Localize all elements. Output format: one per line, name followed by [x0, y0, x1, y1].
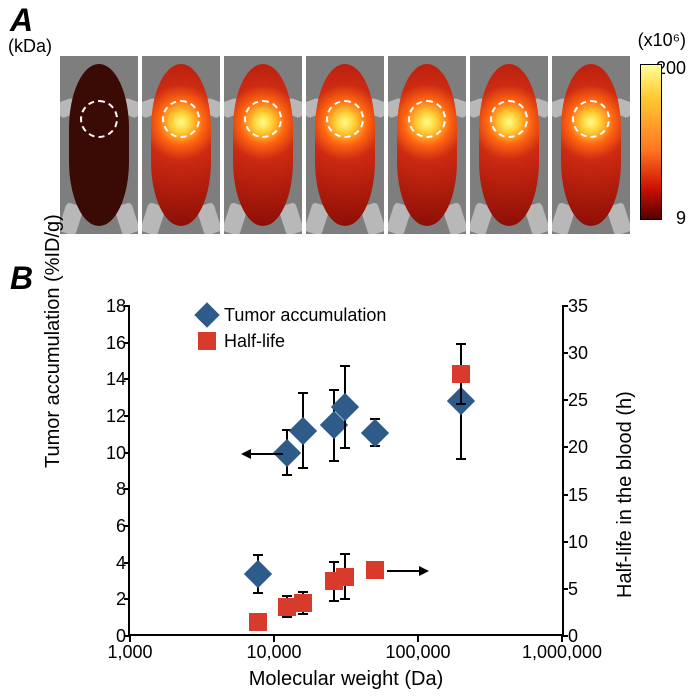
y-right-tick-label: 5	[568, 579, 604, 600]
y-left-tick-label: 10	[90, 443, 126, 464]
tick-mark	[562, 446, 568, 448]
mouse-tile: 12.4	[142, 56, 220, 234]
y-left-tick-label: 18	[90, 296, 126, 317]
mouse-tile: 26	[306, 56, 384, 234]
y-left-tick-label: 4	[90, 553, 126, 574]
tick-mark	[129, 636, 131, 642]
tick-mark	[562, 588, 568, 590]
x-tick-label: 100,000	[385, 642, 450, 663]
legend-half-label: Half-life	[224, 331, 285, 352]
colorbar-unit: (x10⁶)	[638, 30, 686, 51]
mouse-tile: 50	[470, 56, 548, 234]
mouse-body	[233, 64, 293, 226]
halflife-point	[452, 365, 470, 383]
tumor-roi-circle	[80, 100, 118, 138]
x-axis-label: Molecular weight (Da)	[130, 668, 562, 691]
x-tick-label: 1,000	[107, 642, 152, 663]
tumor-roi-circle	[326, 100, 364, 138]
panel-a: (kDa) 7.712.415.8263150200 (x10⁶) 200 9	[8, 14, 692, 254]
halflife-point	[366, 561, 384, 579]
tick-mark	[124, 342, 130, 344]
tumor-roi-circle	[244, 100, 282, 138]
y-left-axis-label: Tumor accumulation (%ID/g)	[42, 214, 65, 468]
y-left-tick-label: 2	[90, 589, 126, 610]
chart: Tumor accumulation Half-life Tumor accum…	[48, 298, 648, 694]
mouse-tile: 15.8	[224, 56, 302, 234]
colorbar: (x10⁶) 200 9	[636, 30, 686, 248]
axis-indicator-arrow-left	[243, 453, 283, 455]
tick-mark	[124, 525, 130, 527]
tick-mark	[562, 305, 568, 307]
tick-mark	[417, 636, 419, 642]
tumor-roi-circle	[572, 100, 610, 138]
plot-area	[130, 306, 562, 636]
panel-b-label: B	[10, 260, 33, 297]
colorbar-bottom-label: 9	[676, 208, 686, 229]
mouse-body	[479, 64, 539, 226]
diamond-icon	[194, 302, 219, 327]
tick-mark	[124, 378, 130, 380]
mouse-row: 7.712.415.8263150200	[60, 56, 630, 234]
halflife-point	[294, 594, 312, 612]
y-right-tick-label: 10	[568, 532, 604, 553]
y-right-tick-label: 15	[568, 485, 604, 506]
y-left-tick-label: 12	[90, 406, 126, 427]
mouse-body	[397, 64, 457, 226]
tick-mark	[124, 452, 130, 454]
legend-half: Half-life	[198, 328, 386, 354]
mouse-body	[151, 64, 211, 226]
y-right-tick-label: 25	[568, 390, 604, 411]
y-left-tick-label: 16	[90, 333, 126, 354]
mouse-body	[315, 64, 375, 226]
mouse-tile: 200	[552, 56, 630, 234]
square-icon	[198, 332, 216, 350]
tumor-roi-circle	[408, 100, 446, 138]
tick-mark	[562, 399, 568, 401]
halflife-point	[249, 613, 267, 631]
tumor-roi-circle	[490, 100, 528, 138]
tumor-roi-circle	[162, 100, 200, 138]
axis-indicator-arrow-right	[387, 570, 427, 572]
tick-mark	[124, 598, 130, 600]
y-right-tick-label: 30	[568, 343, 604, 364]
y-left-tick-label: 8	[90, 479, 126, 500]
tick-mark	[124, 305, 130, 307]
tick-mark	[561, 636, 563, 642]
tick-mark	[562, 494, 568, 496]
tick-mark	[124, 562, 130, 564]
mouse-tile: 31	[388, 56, 466, 234]
y-axis-right	[562, 306, 564, 636]
tick-mark	[562, 352, 568, 354]
colorbar-gradient	[640, 64, 662, 220]
x-tick-label: 1,000,000	[522, 642, 602, 663]
tick-mark	[124, 415, 130, 417]
mouse-tile: 7.7	[60, 56, 138, 234]
legend-tumor: Tumor accumulation	[198, 302, 386, 328]
legend: Tumor accumulation Half-life	[198, 302, 386, 354]
y-right-axis-label: Half-life in the blood (h)	[614, 391, 637, 598]
tick-mark	[273, 636, 275, 642]
mouse-body	[69, 64, 129, 226]
mouse-body	[561, 64, 621, 226]
y-right-tick-label: 35	[568, 296, 604, 317]
kda-unit-label: (kDa)	[8, 36, 52, 57]
tick-mark	[562, 541, 568, 543]
y-right-tick-label: 20	[568, 437, 604, 458]
y-left-tick-label: 6	[90, 516, 126, 537]
y-left-tick-label: 14	[90, 369, 126, 390]
tick-mark	[124, 488, 130, 490]
x-tick-label: 10,000	[246, 642, 301, 663]
legend-tumor-label: Tumor accumulation	[224, 305, 386, 326]
halflife-point	[336, 568, 354, 586]
